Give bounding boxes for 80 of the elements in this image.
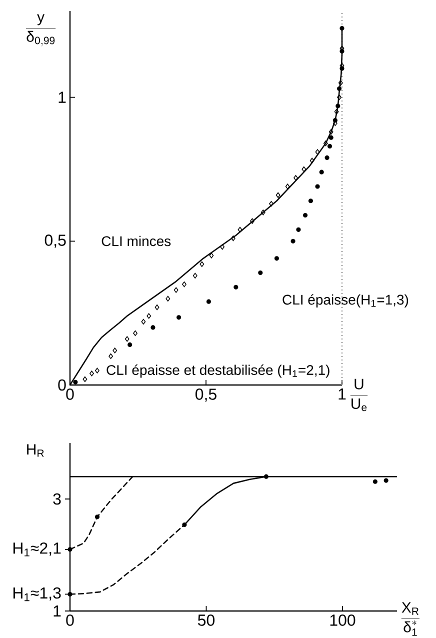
x-axis-title: $\frac{X_R}{\delta_1^{*}}$ — [401, 602, 420, 636]
point — [264, 474, 268, 479]
text: CLI épaisse(H$_{1}$=1,3) — [282, 294, 408, 308]
x-tick-label: 1 — [338, 388, 346, 400]
point — [200, 261, 204, 267]
x-tick-label: 50 — [198, 614, 215, 626]
y-axis-title: $\frac{y}{\delta_{0{,}99}}$ — [26, 14, 56, 46]
x-tick-label: 0,5 — [196, 388, 216, 402]
point — [276, 192, 280, 198]
point — [336, 104, 340, 108]
point — [332, 118, 338, 123]
point — [334, 108, 339, 114]
y-tick-label: 0,5 — [44, 234, 66, 248]
x-tick-label: 0 — [66, 388, 74, 400]
point — [340, 48, 344, 54]
point — [274, 256, 280, 261]
point — [308, 198, 314, 204]
point — [94, 514, 100, 520]
point — [128, 342, 132, 348]
point — [285, 184, 290, 190]
point — [324, 155, 330, 160]
point — [182, 522, 187, 528]
point — [150, 325, 156, 330]
point — [310, 158, 314, 164]
point — [94, 368, 100, 374]
point — [384, 478, 388, 483]
point — [328, 135, 334, 140]
point — [220, 244, 225, 250]
y-tick-label: H$_{1}$≈1,3 — [13, 587, 61, 602]
y-tick-label: 3 — [53, 493, 61, 505]
point — [294, 175, 298, 181]
x-axis-title: $\frac{U}{U_e}$ — [350, 378, 368, 412]
point — [296, 227, 301, 232]
point — [290, 238, 296, 244]
y-tick-label: H$_{1}$≈2,1 — [13, 542, 61, 556]
point — [82, 376, 88, 382]
series-label: CLI épaisse et destabilisée (H$_{1}$=2,1) — [106, 364, 330, 378]
point — [327, 144, 332, 149]
point — [166, 296, 170, 302]
point — [141, 318, 146, 325]
point — [258, 270, 263, 276]
y-tick-label: 1 — [54, 605, 61, 616]
point — [338, 80, 343, 86]
y-tick-label: 1 — [58, 92, 66, 103]
point — [146, 313, 152, 319]
point — [260, 210, 266, 216]
point — [234, 284, 238, 290]
point — [124, 336, 130, 342]
text: CLI minces — [102, 236, 171, 246]
point — [174, 287, 178, 293]
point — [315, 149, 320, 155]
point — [206, 299, 212, 304]
point — [315, 184, 320, 189]
point — [176, 315, 182, 320]
point — [372, 479, 378, 484]
point — [230, 235, 236, 242]
point — [154, 304, 160, 310]
point — [182, 282, 186, 288]
point — [336, 86, 342, 91]
point — [302, 212, 308, 218]
point — [250, 218, 254, 224]
point — [68, 592, 72, 596]
y-tick-label: 0 — [58, 379, 66, 391]
point — [112, 348, 118, 354]
point — [209, 252, 214, 258]
point — [192, 272, 198, 278]
point — [73, 380, 78, 384]
point — [323, 140, 328, 146]
point — [68, 547, 72, 552]
point — [328, 129, 334, 135]
point — [238, 226, 242, 232]
x-tick-label: 100 — [330, 614, 356, 626]
point — [340, 26, 344, 31]
point — [337, 94, 342, 100]
point — [302, 166, 306, 172]
point — [319, 170, 324, 174]
point — [340, 66, 344, 71]
y-axis-title: $H_R$ — [27, 444, 44, 457]
point — [90, 370, 94, 376]
x-tick-label: 0 — [66, 614, 74, 626]
